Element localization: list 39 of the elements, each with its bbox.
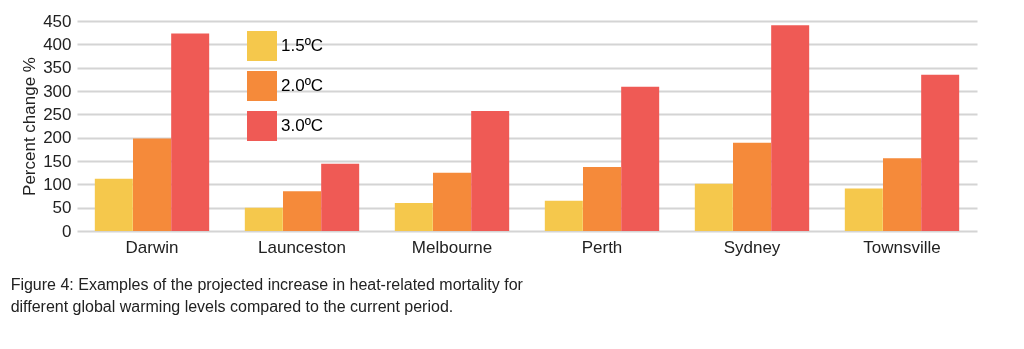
x-tick-label: Launceston [258, 237, 346, 257]
bar [583, 167, 621, 231]
bar [771, 25, 810, 231]
bar [321, 163, 360, 231]
y-tick-label: 0 [62, 221, 72, 241]
x-tick-label: Darwin [125, 237, 179, 257]
bar [733, 142, 771, 231]
bar [883, 158, 921, 231]
legend-label: 3.0ºC [281, 116, 324, 135]
bar [694, 183, 733, 231]
y-axis-title: Percent change % [20, 57, 40, 196]
bar [133, 138, 171, 231]
bar [283, 191, 321, 231]
y-tick-label: 200 [43, 128, 72, 148]
x-tick-label: Sydney [723, 237, 781, 257]
x-tick-label: Townsville [863, 237, 941, 257]
caption: Figure 4: Examples of the projected increase in heat-related mortality for different global warming levels compared to the current period. [10, 276, 524, 315]
y-tick-label: 300 [43, 81, 72, 101]
y-tick-label: 450 [43, 11, 72, 31]
bar [621, 86, 660, 231]
bar [171, 33, 210, 231]
bar [844, 188, 883, 231]
y-tick-label: 50 [52, 198, 72, 218]
legend-label: 1.5ºC [281, 36, 324, 55]
bar [94, 178, 133, 231]
bar [921, 74, 960, 231]
y-tick-label: 150 [43, 151, 72, 171]
y-tick-label: 100 [43, 174, 72, 194]
legend-label: 2.0ºC [281, 76, 324, 95]
bar [244, 207, 283, 231]
y-tick-label: 400 [43, 34, 72, 54]
bar [433, 172, 471, 231]
bar [394, 203, 433, 231]
bar [471, 111, 510, 231]
y-tick-label: 250 [43, 104, 72, 124]
x-tick-label: Melbourne [411, 237, 493, 257]
bar [544, 200, 583, 231]
y-tick-label: 350 [43, 58, 72, 78]
x-tick-label: Perth [581, 237, 623, 257]
